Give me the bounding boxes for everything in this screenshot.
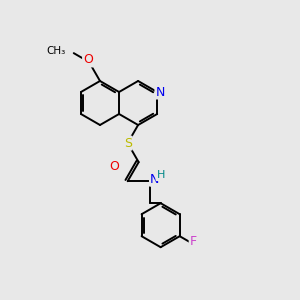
Text: F: F [190, 235, 197, 248]
Text: S: S [124, 136, 132, 150]
Text: CH₃: CH₃ [46, 46, 66, 56]
Text: N: N [155, 85, 165, 98]
Text: H: H [157, 170, 165, 180]
Text: O: O [110, 160, 119, 173]
Text: N: N [150, 173, 159, 186]
Text: O: O [83, 53, 93, 66]
